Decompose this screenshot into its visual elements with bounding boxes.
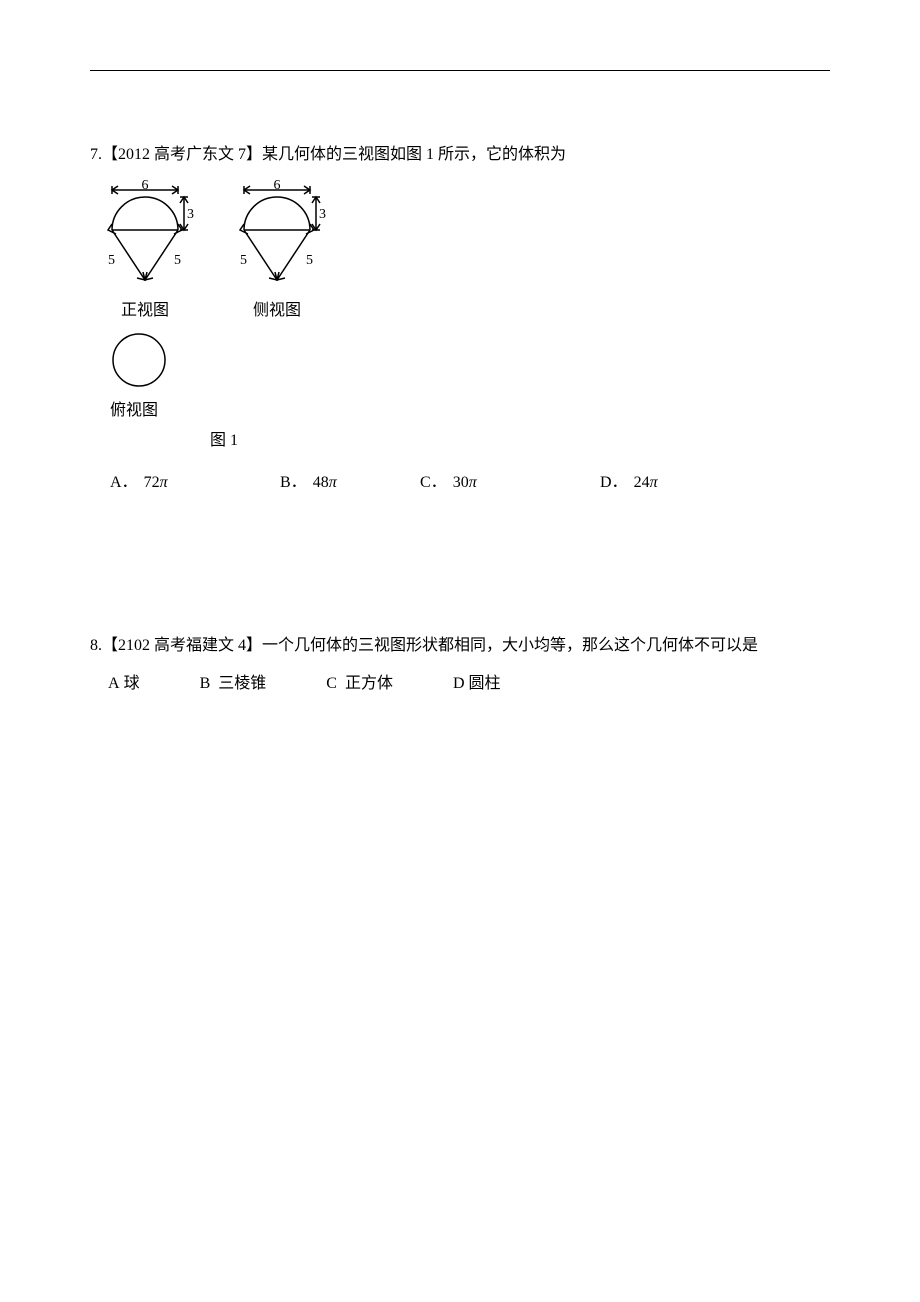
- opt-d-label: D．: [600, 468, 628, 492]
- side-view-label: 侧视图: [253, 296, 301, 320]
- top-view-svg: [104, 330, 174, 390]
- q8-number: 8.: [90, 637, 102, 654]
- question-7: 7.【2012 高考广东文 7】某几何体的三视图如图 1 所示，它的体积为: [90, 141, 830, 168]
- front-height: 3: [187, 207, 194, 222]
- side-top-width: 6: [274, 180, 281, 193]
- q7-option-b: B． 48π: [280, 468, 337, 492]
- q7-source: 【2012 高考广东文 7】: [102, 146, 262, 163]
- opt-b-label: B．: [280, 468, 307, 492]
- opt-b-coef: 48: [313, 474, 329, 492]
- front-view-svg: 6 3 5: [90, 180, 200, 290]
- opt-c-pi: π: [469, 474, 477, 492]
- front-top-width: 6: [142, 180, 149, 193]
- front-view-label: 正视图: [121, 296, 169, 320]
- q7-text: 某几何体的三视图如图 1 所示，它的体积为: [262, 146, 566, 163]
- figure-caption: 图 1: [210, 426, 830, 450]
- top-view: 俯视图: [104, 330, 830, 420]
- q7-number: 7.: [90, 146, 102, 163]
- q8-opt-a-text: 球: [124, 675, 140, 692]
- opt-a-pi: π: [160, 474, 168, 492]
- front-view: 6 3 5: [90, 180, 200, 320]
- side-slant-right: 5: [306, 253, 313, 268]
- q8-option-a: A 球: [108, 675, 168, 692]
- q8-option-b: B 三棱锥: [200, 675, 295, 692]
- q7-options: A． 72π B． 48π C． 30π D． 24π: [90, 468, 830, 492]
- q8-options: A 球 B 三棱锥 C 正方体 D 圆柱: [108, 669, 830, 693]
- q8-text: 一个几何体的三视图形状都相同，大小均等，那么这个几何体不可以是: [262, 637, 758, 654]
- q7-figure: 6 3 5: [90, 180, 830, 450]
- side-height: 3: [319, 207, 326, 222]
- opt-c-label: C．: [420, 468, 447, 492]
- q8-option-d: D 圆柱: [453, 675, 529, 692]
- q8-option-c: C 正方体: [326, 675, 421, 692]
- opt-b-pi: π: [329, 474, 337, 492]
- top-view-label: 俯视图: [110, 396, 158, 420]
- question-8: 8.【2102 高考福建文 4】一个几何体的三视图形状都相同，大小均等，那么这个…: [90, 632, 830, 659]
- opt-a-label: A．: [110, 468, 138, 492]
- opt-d-pi: π: [650, 474, 658, 492]
- q8-opt-c-text: 正方体: [345, 675, 393, 692]
- side-view: 6 3 5 5 侧视: [222, 180, 332, 320]
- opt-a-coef: 72: [144, 474, 160, 492]
- q8-source: 【2102 高考福建文 4】: [102, 637, 262, 654]
- q7-option-c: C． 30π: [420, 468, 477, 492]
- q8-opt-d-text: 圆柱: [469, 675, 501, 692]
- q7-option-a: A． 72π: [110, 468, 168, 492]
- side-slant-left: 5: [240, 253, 247, 268]
- side-view-svg: 6 3 5 5: [222, 180, 332, 290]
- page-top-rule: [90, 70, 830, 71]
- q7-option-d: D． 24π: [600, 468, 658, 492]
- opt-c-coef: 30: [453, 474, 469, 492]
- opt-d-coef: 24: [634, 474, 650, 492]
- front-slant-right: 5: [174, 253, 181, 268]
- q8-opt-b-text: 三棱锥: [218, 675, 266, 692]
- front-slant-left: 5: [108, 253, 115, 268]
